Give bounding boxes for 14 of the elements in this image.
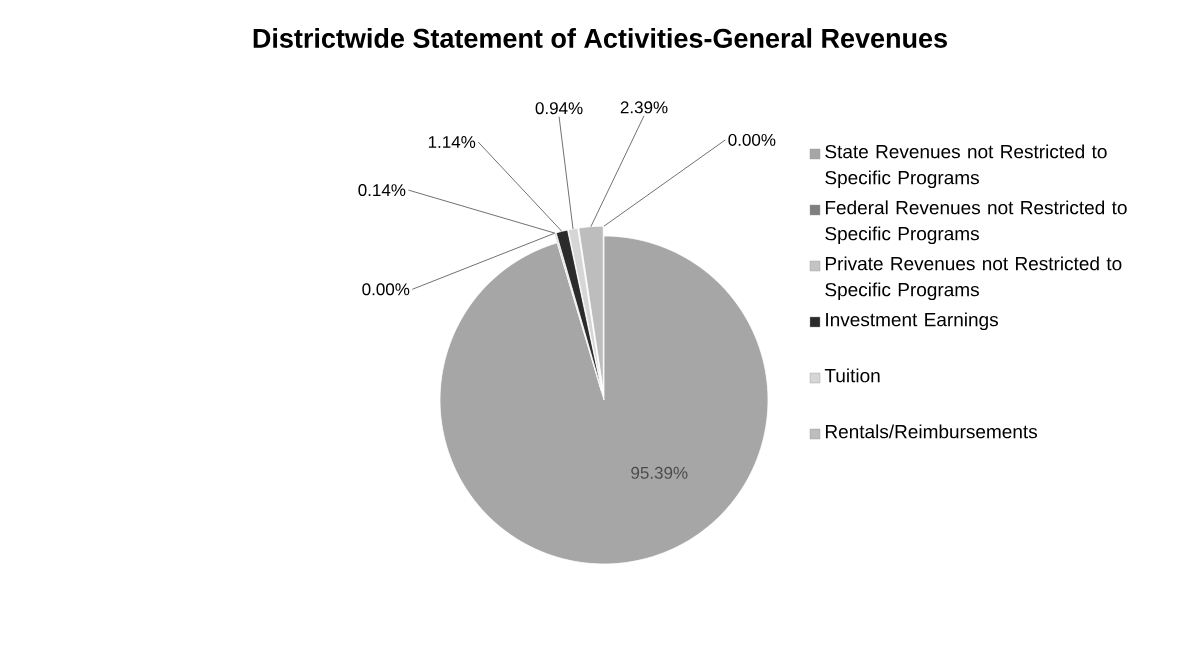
text: 0.00% (728, 133, 776, 146)
legend-label: Rentals/Reimbursements (825, 424, 1037, 439)
legend-label: Tuition (824, 368, 880, 383)
data-label: 1.14% (428, 136, 476, 148)
legend-label: State Revenues not Restricted to Specific Programs (825, 144, 1107, 189)
legend-label: Private Revenues not Restricted to Specific Programs (825, 256, 1122, 301)
data-label: 0.94% (535, 102, 583, 115)
data-label: 2.39% (620, 101, 668, 114)
text: 0.00% (362, 283, 410, 296)
data-label: 0.14% (358, 184, 406, 197)
data-label: 95.39% (631, 466, 688, 479)
legend-label: Federal Revenues not Restricted to Specific Programs (825, 200, 1127, 245)
legend-label: Investment Earnings (826, 312, 998, 331)
chart-title: Districtwide Statement of Activities-General Revenues (253, 28, 947, 48)
